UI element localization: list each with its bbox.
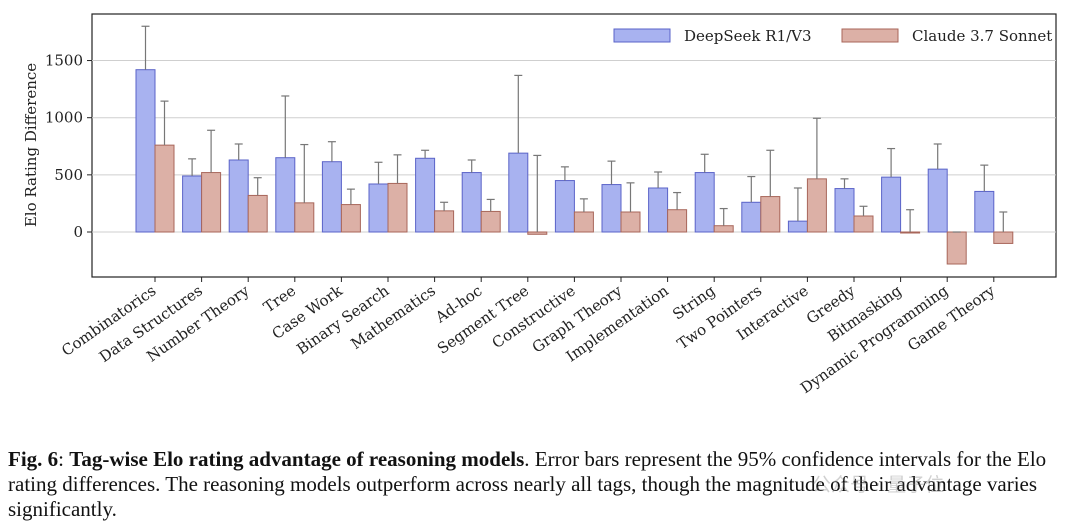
bar: [834, 188, 855, 233]
bar: [340, 204, 361, 233]
legend-label: DeepSeek R1/V3: [684, 27, 812, 45]
bar: [321, 161, 342, 233]
bar: [993, 231, 1014, 244]
bar: [667, 209, 688, 233]
legend-swatch: [613, 28, 671, 43]
y-tick-label: 0: [73, 223, 83, 241]
bar: [275, 157, 296, 233]
bar: [946, 231, 967, 265]
bar: [787, 220, 808, 233]
bar: [135, 69, 156, 233]
bar: [713, 225, 734, 233]
bar: [527, 231, 548, 235]
y-tick-label: 1500: [45, 52, 83, 70]
plot-area: [91, 13, 1057, 278]
bar: [182, 175, 203, 233]
bar: [201, 172, 222, 233]
bar: [368, 183, 389, 233]
bar: [294, 202, 315, 233]
bar: [601, 184, 622, 233]
bar: [620, 211, 641, 233]
bar: [974, 190, 995, 233]
bar: [694, 172, 715, 233]
bar: [881, 176, 902, 233]
caption-sep: :: [58, 447, 70, 471]
y-axis-label: Elo Rating Difference: [22, 63, 40, 227]
bar: [900, 231, 921, 234]
y-tick-label: 500: [54, 166, 83, 184]
bar: [927, 168, 948, 233]
bar: [806, 178, 827, 233]
bar: [154, 144, 175, 233]
caption-label: Fig. 6: [8, 447, 59, 471]
bar: [480, 210, 501, 233]
bar: [554, 180, 575, 233]
bar: [247, 194, 268, 233]
legend-swatch: [841, 28, 899, 43]
bar: [573, 211, 594, 233]
bar: [741, 201, 762, 233]
bar: [508, 152, 529, 233]
bar: [853, 215, 874, 233]
figure-caption: Fig. 6: Tag-wise Elo rating advantage of…: [8, 447, 1074, 522]
bar: [387, 182, 408, 233]
legend-label: Claude 3.7 Sonnet: [912, 27, 1052, 45]
bar: [648, 187, 669, 233]
bar: [228, 159, 249, 233]
bar: [434, 210, 455, 233]
caption-body: . Error bars represent the 95% confidenc…: [8, 447, 1047, 521]
bar: [461, 172, 482, 233]
bar: [415, 157, 436, 233]
caption-title: Tag-wise Elo rating advantage of reasoni…: [69, 447, 525, 471]
watermark: 公众号 · 量子位: [812, 474, 945, 496]
y-tick-label: 1000: [45, 109, 83, 127]
bar: [760, 196, 781, 233]
